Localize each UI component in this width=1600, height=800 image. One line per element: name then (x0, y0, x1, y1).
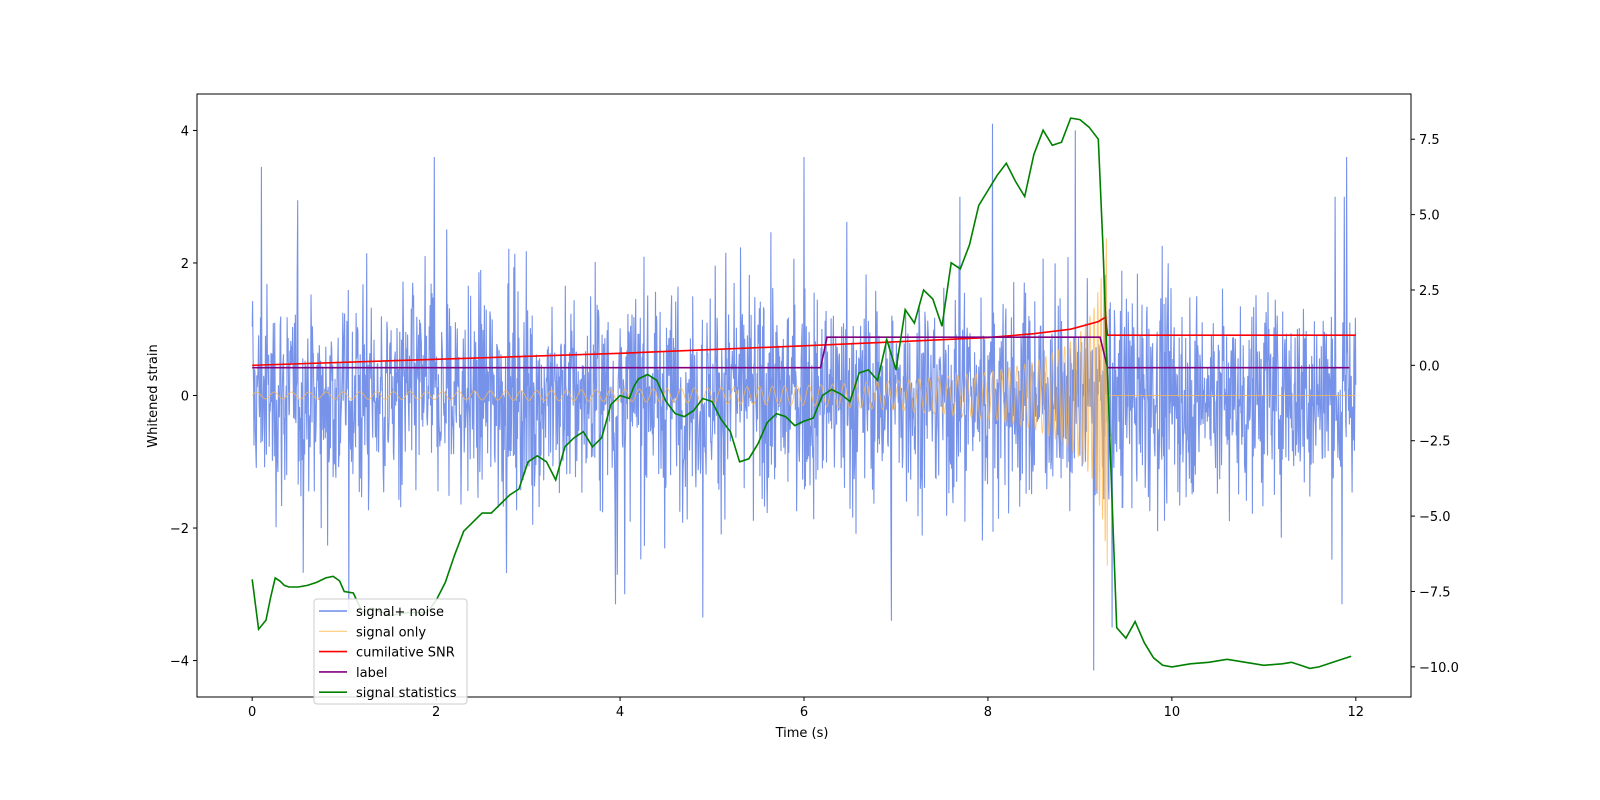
series-label-line (252, 336, 1350, 369)
y-tick-label: −4 (170, 655, 189, 670)
legend-label: signal+ noise (356, 605, 444, 620)
y2-tick-label: 2.5 (1419, 284, 1440, 299)
legend-label: label (356, 666, 387, 681)
y2-tick-label: −2.5 (1419, 435, 1451, 450)
y2-tick-label: 0.0 (1419, 359, 1440, 374)
y-tick-label: 4 (181, 124, 189, 139)
legend-label: signal only (356, 625, 426, 640)
legend: signal+ noise signal only cumilative SNR la… (313, 598, 468, 705)
y2-tick-label: −10.0 (1419, 661, 1459, 676)
y-axis-label: Whitened strain (146, 344, 161, 447)
x-tick-label: 12 (1348, 705, 1365, 720)
y-axis-left: −4 −2 0 2 4 (170, 124, 197, 670)
y2-tick-label: −5.0 (1419, 510, 1451, 525)
x-tick-label: 2 (432, 705, 440, 720)
x-tick-label: 10 (1164, 705, 1181, 720)
legend-label: cumilative SNR (356, 646, 455, 661)
legend-box (313, 598, 468, 705)
y2-tick-label: 7.5 (1419, 133, 1440, 148)
series-signal-only-line (251, 238, 1356, 566)
x-tick-label: 0 (248, 705, 256, 720)
y2-tick-label: −7.5 (1419, 585, 1451, 600)
x-axis: 0 2 4 6 8 10 12 (248, 697, 1364, 720)
y-tick-label: −2 (170, 522, 189, 537)
series-signal-noise-line (251, 123, 1357, 671)
x-axis-label: Time (s) (775, 726, 829, 741)
plot-area (251, 117, 1357, 671)
y-tick-label: 0 (181, 390, 189, 405)
legend-label: signal statistics (356, 686, 457, 701)
y2-tick-label: 5.0 (1419, 209, 1440, 224)
x-tick-label: 4 (616, 705, 624, 720)
x-tick-label: 6 (800, 705, 808, 720)
x-tick-label: 8 (984, 705, 992, 720)
y-axis-right: −10.0 −7.5 −5.0 −2.5 0.0 2.5 5.0 7.5 (1411, 133, 1459, 676)
y-tick-label: 2 (181, 257, 189, 272)
